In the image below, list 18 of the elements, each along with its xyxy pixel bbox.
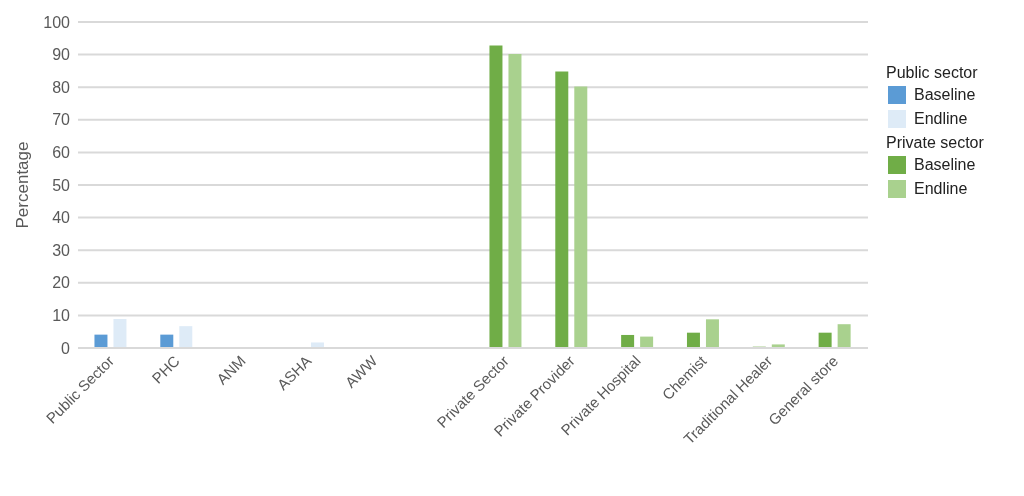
y-tick-label: 0 <box>61 339 71 357</box>
text: Private sector <box>886 134 984 152</box>
legend-label: Baseline <box>914 86 976 104</box>
legend-label: Endline <box>914 180 968 198</box>
legend-label: Baseline <box>914 156 976 174</box>
y-tick-label: 60 <box>52 144 71 162</box>
y-tick-label: 70 <box>52 111 71 129</box>
y-tick-label: 50 <box>52 176 71 194</box>
y-tick-label: 40 <box>52 209 71 227</box>
y-tick-label: 10 <box>52 307 71 325</box>
y-axis-title: Percentage <box>13 141 33 229</box>
y-tick-label: 30 <box>52 241 71 259</box>
y-tick-label: 20 <box>52 274 71 292</box>
legend-label: Endline <box>914 110 968 128</box>
y-tick-label: 90 <box>52 46 71 64</box>
text: Public sector <box>886 64 979 82</box>
y-tick-label: 100 <box>43 13 71 31</box>
y-tick-label: 80 <box>52 78 71 96</box>
